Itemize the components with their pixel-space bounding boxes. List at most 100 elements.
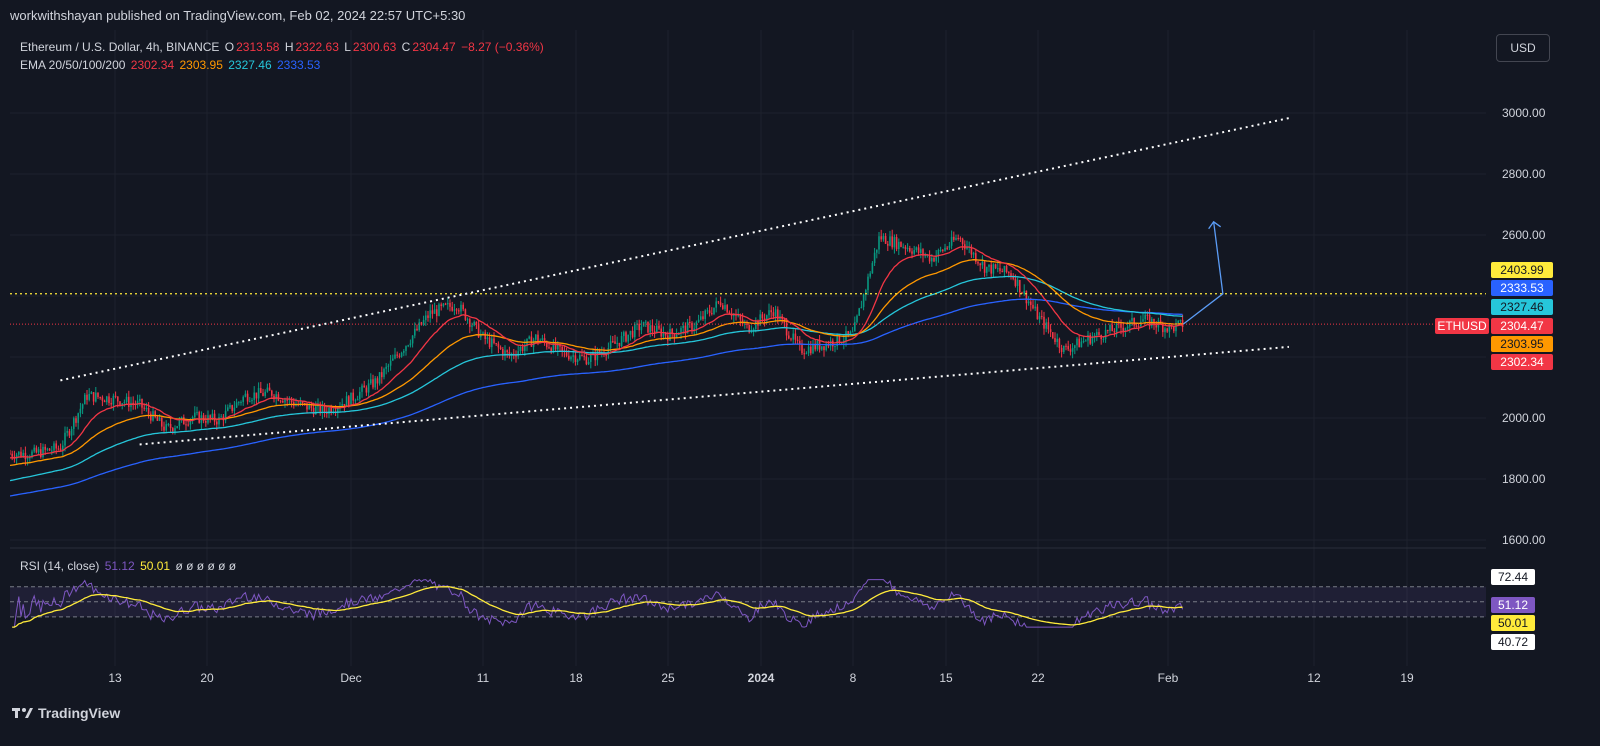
candle-body [574, 355, 577, 362]
resistance-tag: 2403.99 [1491, 262, 1553, 278]
candle-body [581, 355, 583, 357]
time-tick: 11 [476, 671, 490, 685]
rsi-ma-line [12, 586, 1183, 628]
chart-area[interactable] [10, 30, 1486, 666]
candle-body [213, 413, 216, 422]
candle-body [946, 247, 948, 249]
candle-body [381, 372, 383, 378]
candle-body [385, 366, 387, 369]
candle-body [737, 315, 739, 317]
candle-body [796, 339, 799, 341]
candle-body [904, 246, 907, 249]
candle-body [229, 405, 231, 408]
candle-body [299, 401, 302, 405]
candle-body [1012, 276, 1014, 279]
candle-body [11, 453, 13, 457]
candle-body [620, 336, 623, 347]
candle-body [631, 330, 634, 338]
candle-body [656, 325, 658, 333]
candle-body [561, 346, 563, 351]
candle-body [420, 322, 423, 325]
candle-body [592, 351, 594, 355]
candle-body [1058, 338, 1061, 348]
candle-body [700, 316, 702, 320]
candle-body [535, 334, 537, 340]
candle-body [1003, 265, 1006, 273]
candle-body [449, 303, 451, 307]
candle-body [1032, 304, 1034, 309]
candle-body [997, 268, 999, 270]
price-tick: 1600.00 [1502, 533, 1546, 547]
candle-body [1019, 280, 1021, 293]
candle-body [154, 411, 156, 418]
candle-body [653, 331, 656, 333]
candle-body [851, 331, 854, 333]
rsi-legend[interactable]: RSI (14, close) 51.12 50.01 ø ø ø ø ø ø [20, 559, 238, 573]
candle-body [499, 347, 502, 349]
ema-label: EMA 20/50/100/200 [20, 58, 126, 72]
candle-body [1126, 326, 1129, 329]
candle-body [1131, 318, 1133, 321]
candle-body [178, 420, 181, 427]
candle-body [1111, 324, 1113, 332]
candle-body [506, 350, 508, 353]
candle-body [920, 249, 922, 253]
candle-body [235, 402, 238, 408]
tradingview-logo[interactable]: TradingView [12, 705, 120, 721]
currency-button[interactable]: USD [1496, 34, 1550, 62]
candle-body [1078, 338, 1080, 348]
candle-body [1179, 319, 1182, 321]
candle-body [169, 424, 172, 429]
candle-body [427, 315, 429, 318]
candle-body [471, 325, 473, 327]
price-tick: 2000.00 [1502, 411, 1546, 425]
candle-body [944, 247, 946, 251]
price-tick: 2600.00 [1502, 228, 1546, 242]
candle-body [224, 410, 227, 421]
candle-body [1027, 301, 1030, 304]
candle-body [524, 345, 526, 351]
time-tick: Dec [340, 671, 362, 685]
high-value: 2322.63 [295, 40, 339, 54]
candle-body [728, 312, 731, 314]
ema-legend[interactable]: EMA 20/50/100/200 2302.34 2303.95 2327.4… [20, 58, 322, 72]
candle-body [900, 241, 902, 247]
candle-body [33, 447, 35, 452]
candle-body [68, 431, 71, 436]
candle-body [99, 397, 101, 399]
candle-body [136, 400, 139, 405]
candle-body [211, 413, 214, 419]
candle-body [1056, 338, 1058, 342]
candle-body [766, 315, 768, 321]
symbol-legend[interactable]: Ethereum / U.S. Dollar, 4h, BINANCE O 231… [20, 40, 546, 54]
candle-body [277, 394, 280, 401]
candle-body [768, 310, 770, 316]
rsi-value: 51.12 [104, 559, 135, 573]
candle-body [726, 305, 728, 313]
candle-body [158, 417, 161, 421]
candle-body [893, 237, 896, 248]
candle-body [246, 393, 249, 402]
candle-body [708, 310, 711, 314]
candle-body [92, 392, 95, 402]
candle-body [1122, 327, 1124, 332]
candle-body [838, 334, 841, 344]
candle-body [695, 322, 698, 329]
candle-body [185, 424, 187, 426]
candle-body [1045, 322, 1047, 329]
candle-body [1047, 322, 1050, 330]
candle-body [878, 236, 880, 250]
candle-body [1005, 265, 1008, 273]
candle-body [44, 446, 46, 450]
ema20-value: 2302.34 [130, 58, 175, 72]
time-tick: 18 [569, 671, 583, 685]
candle-body [97, 392, 99, 398]
candle-body [218, 416, 220, 425]
candle-body [139, 398, 141, 401]
candle-body [594, 351, 596, 361]
chart-canvas[interactable] [10, 30, 1486, 666]
candle-body [1168, 324, 1171, 332]
candle-body [873, 252, 876, 264]
rsi-label: RSI (14, close) [20, 559, 100, 573]
open-label: O [224, 40, 235, 54]
